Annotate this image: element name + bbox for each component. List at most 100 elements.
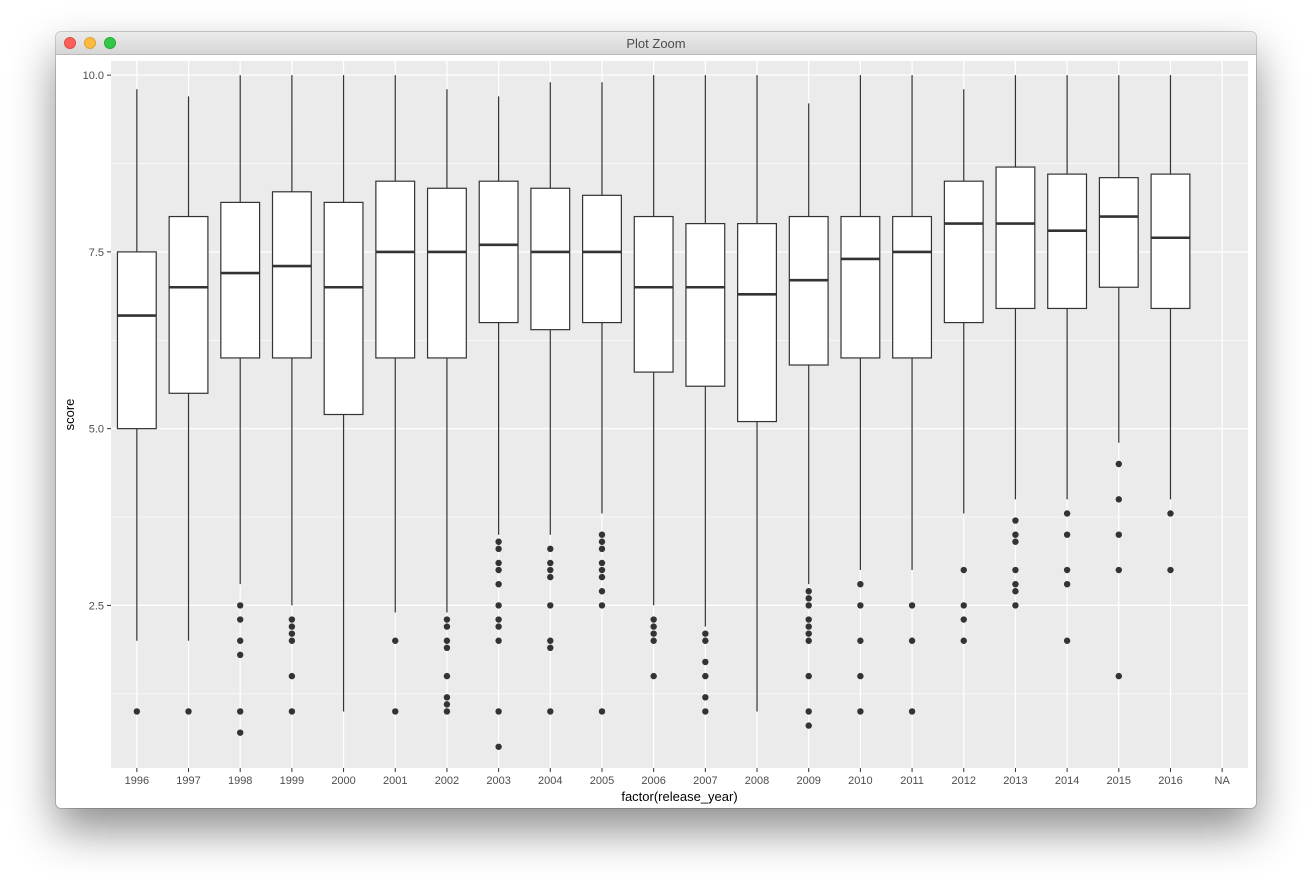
box-2012: [943, 89, 984, 644]
box-1998: [220, 75, 261, 736]
box-2005: [581, 82, 622, 715]
outlier-point: [960, 616, 967, 623]
outlier-point: [443, 672, 451, 680]
x-tick-label: 2008: [745, 775, 769, 787]
iqr-box: [892, 215, 933, 359]
box-1996: [116, 89, 157, 715]
outlier-point: [392, 708, 399, 715]
outlier-point: [495, 743, 502, 750]
window-title: Plot Zoom: [626, 36, 686, 51]
outlier-point: [1167, 566, 1174, 574]
y-axis-title: score: [62, 399, 77, 431]
outlier-point: [857, 602, 864, 609]
x-tick-label: 2003: [486, 775, 510, 787]
box-2015: [1098, 75, 1139, 680]
x-tick-label: 2007: [693, 775, 717, 787]
x-tick-label: 1999: [280, 775, 304, 787]
outlier-point: [495, 559, 502, 567]
iqr-box: [426, 187, 467, 359]
outlier-point: [598, 708, 606, 715]
iqr-box: [581, 194, 622, 324]
box-2001: [375, 75, 416, 715]
iqr-box: [271, 191, 312, 359]
outlier-point: [237, 602, 244, 609]
minimize-window-button[interactable]: [84, 37, 96, 49]
box-2014: [1047, 75, 1088, 644]
outlier-point: [1012, 517, 1019, 524]
outlier-point: [805, 630, 812, 637]
outlier-point: [650, 616, 657, 623]
title-bar[interactable]: Plot Zoom: [56, 32, 1256, 55]
outlier-point: [702, 672, 709, 680]
outlier-point: [857, 580, 864, 588]
iqr-box: [737, 223, 778, 423]
outlier-point: [650, 623, 657, 630]
x-axis-title: factor(release_year): [621, 789, 737, 804]
outlier-point: [857, 672, 864, 680]
plot-zoom-window: Plot Zoom 2.5 5.0 7.5 10.0 1996 1997 1998 1999 2…: [56, 32, 1256, 808]
outlier-point: [288, 672, 296, 680]
y-tick-label: 7.5: [89, 247, 104, 259]
outlier-point: [288, 637, 296, 644]
outlier-point: [805, 602, 812, 609]
outlier-point: [805, 616, 812, 623]
outlier-point: [857, 637, 864, 644]
box-2000: [323, 75, 364, 712]
outlier-point: [237, 637, 244, 644]
iqr-box: [788, 215, 829, 366]
iqr-box: [1047, 173, 1088, 310]
outlier-point: [598, 602, 606, 609]
outlier-point: [805, 595, 812, 602]
box-1997: [168, 96, 209, 715]
zoom-window-button[interactable]: [104, 37, 116, 49]
outlier-point: [1115, 460, 1122, 468]
outlier-point: [1115, 496, 1122, 503]
x-tick-label: 2016: [1158, 775, 1182, 787]
outlier-point: [1115, 531, 1122, 538]
outlier-point: [598, 538, 606, 545]
x-tick-label: 2000: [331, 775, 355, 787]
outlier-point: [598, 545, 606, 553]
outlier-point: [908, 602, 916, 609]
outlier-point: [805, 708, 812, 715]
outlier-point: [495, 623, 502, 630]
iqr-box: [168, 215, 209, 394]
outlier-point: [495, 566, 502, 574]
close-window-button[interactable]: [64, 37, 76, 49]
x-tick-label: NA: [1215, 775, 1231, 787]
outlier-point: [237, 729, 244, 736]
x-tick-label: 2001: [383, 775, 407, 787]
outlier-point: [443, 616, 451, 623]
iqr-box: [530, 187, 571, 331]
outlier-point: [288, 708, 296, 715]
outlier-point: [392, 637, 399, 644]
outlier-point: [1063, 531, 1071, 538]
x-tick-label: 2009: [796, 775, 820, 787]
x-tick-label: 2004: [538, 775, 562, 787]
x-tick-label: 2015: [1107, 775, 1131, 787]
outlier-point: [237, 616, 244, 623]
outlier-point: [443, 701, 451, 708]
outlier-point: [1063, 566, 1071, 574]
iqr-box: [323, 201, 364, 416]
outlier-point: [1012, 588, 1019, 595]
iqr-box: [478, 180, 519, 324]
outlier-point: [547, 545, 554, 553]
outlier-point: [857, 708, 864, 715]
outlier-point: [805, 722, 812, 729]
outlier-point: [547, 637, 554, 644]
outlier-point: [702, 630, 709, 637]
x-tick-label: 2005: [590, 775, 614, 787]
plot-panel: [111, 61, 1248, 768]
outlier-point: [960, 637, 967, 644]
box-2010: [840, 75, 881, 715]
outlier-point: [702, 694, 709, 701]
outlier-point: [702, 637, 709, 644]
iqr-box: [685, 223, 726, 387]
outlier-point: [443, 708, 451, 715]
outlier-point: [547, 708, 554, 715]
box-2007: [685, 75, 726, 715]
box-2002: [426, 89, 467, 715]
outlier-point: [1012, 531, 1019, 538]
x-tick-label: 1998: [228, 775, 252, 787]
